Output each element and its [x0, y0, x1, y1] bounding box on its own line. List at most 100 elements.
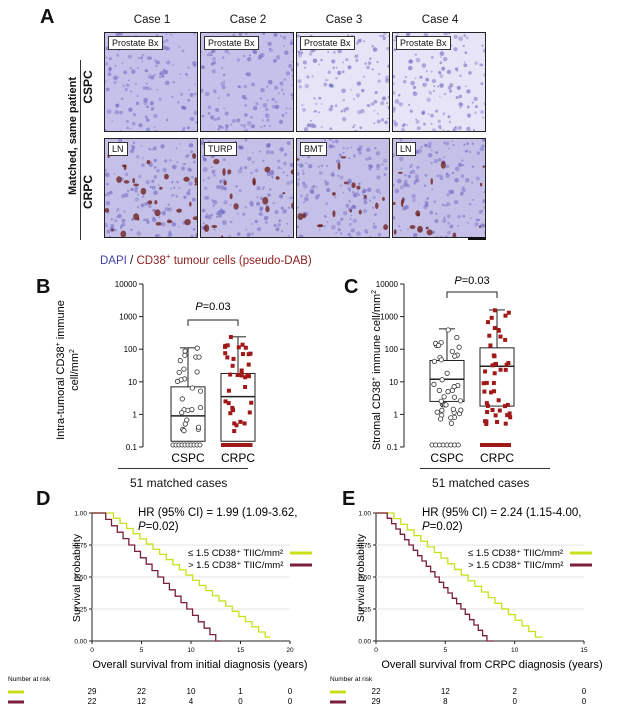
data-point [485, 403, 490, 408]
risk-count: 12 [137, 697, 146, 706]
micrograph-tile: LN [392, 138, 486, 238]
data-point [496, 398, 501, 403]
panel-e-chart: Survival probability Overall survival fr… [330, 507, 603, 706]
data-point [431, 358, 438, 364]
panel-c-chart: Stromal CD38+ immune cell/mm2 0.1 1 10 100 1… [371, 275, 515, 465]
data-point [492, 308, 497, 313]
box [220, 372, 256, 442]
data-point [438, 416, 444, 422]
risk-count: 0 [288, 687, 293, 696]
data-point [485, 410, 490, 415]
data-point [492, 326, 497, 331]
data-point [503, 337, 508, 342]
data-point [455, 442, 461, 448]
data-point [226, 443, 230, 447]
y-tick-label: 1 [394, 410, 399, 419]
y-tick-label: 10000 [115, 280, 138, 289]
y-tick-label: 1 [133, 410, 138, 419]
data-point [445, 327, 451, 333]
data-point [228, 372, 233, 377]
data-point [504, 443, 508, 447]
data-point [452, 353, 458, 359]
data-point [223, 344, 228, 349]
panel-d-chart: Survival probability Overall survival fr… [8, 507, 312, 706]
y-tick-label: 0.50 [74, 575, 87, 582]
matched-patient-label: Matched, same patient [67, 77, 79, 195]
data-point [236, 443, 240, 447]
data-point [231, 356, 236, 361]
data-point [228, 411, 233, 416]
risk-count: 0 [238, 697, 243, 706]
panel-e-hr2: P=0.02) [422, 521, 463, 533]
data-point [239, 368, 244, 373]
caption-sup: + [165, 252, 171, 261]
data-point [491, 380, 496, 385]
data-point [197, 404, 204, 411]
tissue-texture [393, 139, 485, 237]
data-point [438, 398, 444, 404]
data-point [223, 351, 228, 356]
data-point [243, 385, 248, 390]
panel-d-risk-title: Number at risk [8, 676, 51, 683]
data-point [231, 408, 236, 413]
risk-count: 4 [189, 697, 194, 706]
data-point [194, 369, 200, 375]
data-point [243, 443, 248, 447]
risk-count: 1 [238, 687, 243, 696]
x-tick-label: 15 [237, 647, 245, 654]
row-label-cspc: CSPC [81, 70, 95, 104]
data-point [484, 422, 489, 427]
panel-a-label: A [40, 6, 55, 28]
y-tick-label: 100 [124, 345, 138, 354]
panel-c-ylabel: Stromal CD38+ immune cell/mm2 [371, 290, 383, 450]
panel-c-cat-cspc: CSPC [430, 451, 464, 465]
risk-count: 22 [372, 687, 381, 696]
tissue-texture [105, 139, 197, 237]
y-tick-label: 0.50 [358, 575, 371, 582]
data-point [445, 389, 451, 395]
panel-d-label: D [36, 488, 51, 510]
data-point [489, 315, 494, 320]
data-point [443, 402, 449, 408]
data-point [228, 443, 233, 447]
data-point [498, 443, 502, 447]
data-point [230, 363, 235, 368]
tissue-texture [201, 139, 293, 237]
data-point [507, 443, 511, 447]
y-tick-label: 10 [128, 378, 137, 387]
data-point [492, 354, 497, 359]
scale-bar [468, 237, 486, 240]
panel-e-xlabel: Overall survival from CRPC diagnosis (ye… [381, 659, 602, 671]
panel-a-caption: DAPI / CD38+ tumour cells (pseudo-DAB) [100, 252, 312, 267]
data-point [239, 371, 244, 376]
risk-count: 22 [137, 687, 146, 696]
box [479, 347, 515, 407]
data-point [498, 367, 503, 372]
panel-b-ylabel: Intra-tumoral CD38+ immune cell/mm2 [55, 300, 81, 440]
panel-d-legend-high: > 1.5 CD38⁺ TIIC/mm² [188, 560, 283, 571]
risk-count: 2 [512, 687, 517, 696]
data-point [451, 384, 457, 390]
panel-b-pvalue: P=0.03 [195, 301, 230, 313]
tissue-texture [297, 33, 389, 131]
data-point [492, 362, 497, 367]
tile-label: Prostate Bx [300, 36, 355, 50]
data-point [196, 424, 202, 430]
row-label-crpc: CRPC [81, 175, 95, 210]
y-tick-label: 0.1 [387, 443, 399, 452]
tile-label: Prostate Bx [396, 36, 451, 50]
data-point [230, 405, 235, 410]
data-point [223, 443, 228, 447]
panel-b-label: B [36, 276, 51, 298]
panel-d-ylabel: Survival probability [71, 533, 83, 622]
data-point [438, 357, 445, 363]
data-point [238, 419, 243, 424]
data-point [234, 423, 239, 428]
data-point [243, 375, 248, 380]
y-tick-label: 0.75 [358, 543, 371, 550]
data-point [506, 310, 511, 315]
data-point [225, 343, 230, 348]
data-point [439, 377, 445, 383]
y-tick-label: 1.00 [358, 511, 371, 518]
data-point [182, 352, 188, 358]
